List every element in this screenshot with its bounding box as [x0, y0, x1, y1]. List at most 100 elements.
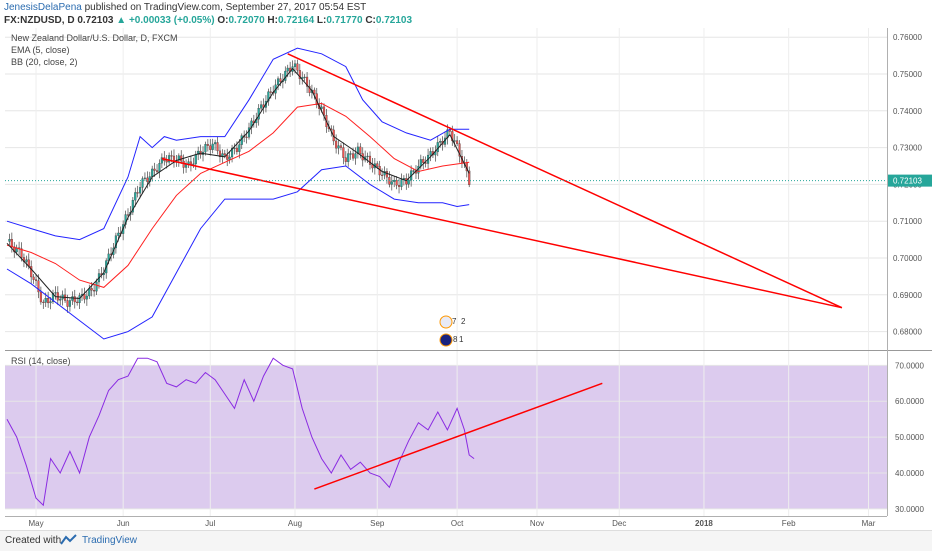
candle [390, 175, 393, 191]
candle [93, 284, 96, 297]
candle [34, 274, 38, 287]
candle [136, 185, 139, 198]
last-price-label: 0.72103 [893, 177, 922, 186]
c-label: C: [365, 15, 376, 26]
candle [95, 278, 98, 295]
candle [456, 136, 459, 146]
candle [143, 172, 146, 182]
marker-number: 8 [453, 335, 458, 344]
candle [228, 150, 231, 164]
price-tick-label: 0.68000 [893, 328, 922, 337]
price-trendline[interactable] [287, 53, 843, 309]
candle [397, 178, 401, 194]
price-tick-label: 0.75000 [893, 70, 922, 79]
rsi-tick-label: 50.0000 [895, 433, 924, 442]
h-value: 0.72164 [277, 15, 315, 26]
legend-rsi: RSI (14, close) [11, 356, 71, 366]
rsi-line [6, 357, 475, 507]
price-trendline[interactable] [161, 157, 843, 309]
rsi-tick-label: 70.0000 [895, 361, 924, 370]
time-tick-label: Sep [370, 519, 385, 528]
time-tick-label: Oct [451, 519, 464, 528]
o-label: O: [217, 15, 229, 26]
candle [458, 140, 461, 163]
candle [204, 141, 207, 156]
candle [139, 181, 142, 199]
candle [468, 166, 471, 188]
candle [233, 143, 236, 155]
flag-nz-icon[interactable] [439, 333, 453, 347]
candle [54, 286, 57, 300]
price-tick-label: 0.74000 [893, 107, 922, 116]
candle [90, 282, 93, 297]
price-tick-label: 0.76000 [893, 33, 922, 42]
candle [349, 150, 352, 160]
candle [209, 139, 212, 156]
marker-number: 1 [459, 335, 464, 344]
candle [400, 173, 403, 191]
time-tick-label: Dec [612, 519, 626, 528]
candle [39, 286, 42, 305]
candle [134, 187, 137, 207]
price-pane[interactable] [5, 28, 887, 350]
legend-title: New Zealand Dollar/U.S. Dollar, D, FXCM [11, 33, 178, 43]
candle [356, 142, 359, 159]
candle [160, 153, 163, 169]
candle [395, 176, 398, 190]
flag-us-icon[interactable] [439, 315, 453, 329]
candle [366, 152, 369, 164]
l-label: L: [316, 15, 327, 26]
candle [385, 168, 388, 184]
time-tick-label: 2018 [695, 519, 713, 528]
candle [218, 144, 222, 163]
candle [381, 168, 384, 181]
candle [8, 233, 11, 246]
time-tick-label: Mar [862, 519, 876, 528]
candle [124, 210, 127, 229]
last-price-badge [887, 174, 932, 187]
candle [78, 292, 81, 310]
tradingview-logo-icon [60, 534, 77, 545]
candle [335, 134, 338, 154]
event-markers[interactable]: 7 2 8 1 [439, 315, 466, 347]
candle [214, 139, 217, 151]
publish-info: published on TradingView.com, September … [84, 2, 367, 13]
h-label: H: [267, 15, 278, 26]
time-tick-label: Feb [782, 519, 796, 528]
publish-line: JenesisDelaPena published on TradingView… [4, 1, 366, 14]
tradingview-link[interactable]: TradingView [82, 535, 138, 546]
candle [206, 139, 209, 152]
author-link[interactable]: JenesisDelaPena [4, 2, 82, 13]
candle [73, 289, 76, 309]
candle [306, 72, 309, 94]
rsi-tick-label: 60.0000 [895, 397, 924, 406]
grid [5, 28, 887, 516]
rsi-trendline[interactable] [314, 382, 603, 490]
chart-canvas[interactable]: 0.760000.750000.740000.730000.720000.710… [0, 28, 932, 530]
candle [342, 142, 345, 165]
ohlc-line: FX:NZDUSD, D 0.72103 ▲ +0.00033 (+0.05%)… [4, 14, 412, 27]
candle [422, 156, 425, 170]
candle [344, 151, 347, 167]
price-tick-label: 0.71000 [893, 217, 922, 226]
candle [359, 143, 362, 159]
marker-number: 2 [461, 317, 466, 326]
price-tick-label: 0.73000 [893, 144, 922, 153]
candle [238, 139, 241, 159]
candle [216, 136, 219, 155]
candle [32, 274, 35, 284]
candle [303, 74, 306, 82]
candle [368, 151, 372, 170]
candle [25, 255, 28, 268]
c-value: 0.72103 [375, 15, 413, 26]
candle [354, 147, 357, 165]
rsi-tick-label: 30.0000 [895, 505, 924, 514]
marker-number: 7 [452, 317, 457, 326]
candle [168, 152, 171, 165]
candle [298, 63, 301, 85]
bb-lower-line [6, 165, 470, 340]
candle [49, 297, 52, 310]
o-value: 0.72070 [228, 15, 265, 26]
candle [165, 154, 168, 169]
candle [153, 162, 156, 177]
